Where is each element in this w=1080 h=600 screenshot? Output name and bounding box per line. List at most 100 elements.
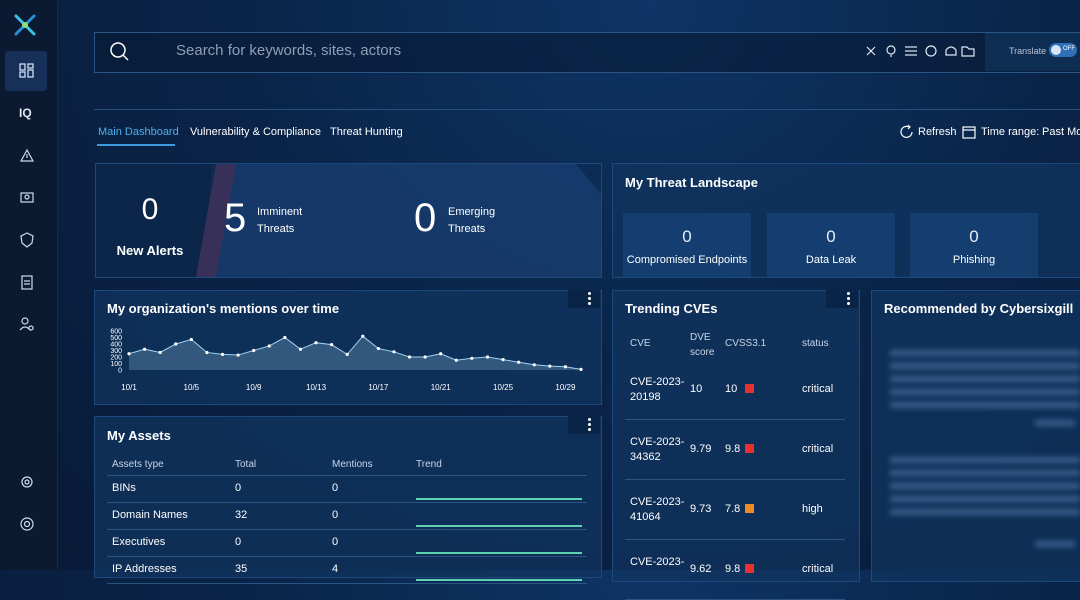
data-point	[127, 352, 131, 356]
y-tick-label: 400	[110, 342, 122, 349]
y-tick-label: 300	[110, 348, 122, 355]
cell: 0	[332, 509, 339, 521]
x-tick-label: 10/25	[493, 383, 514, 392]
data-point	[501, 358, 505, 362]
data-point	[142, 347, 147, 351]
data-point	[298, 347, 303, 351]
sidebar: IQ	[0, 0, 58, 570]
y-tick-label: 200	[110, 355, 122, 362]
emerging-count: 0	[414, 196, 437, 240]
data-point	[174, 342, 178, 346]
card-title: Trending CVEs	[625, 301, 718, 316]
column-header: Total	[235, 459, 257, 470]
tab-active[interactable]: Main Dashboard	[98, 126, 179, 138]
search-icon	[110, 42, 129, 61]
cell: 0	[332, 536, 339, 548]
y-tick-label: 600	[110, 329, 122, 336]
cve-id: CVE-2023-20198	[630, 376, 685, 403]
time-range-value[interactable]: Past Mo	[1042, 126, 1080, 138]
tile-label: Data Leak	[805, 254, 857, 266]
time-range-label: Time range:	[981, 126, 1040, 138]
divider	[94, 109, 1080, 110]
x-tick-label: 10/1	[121, 383, 137, 392]
mentions-card	[94, 290, 602, 405]
data-point	[236, 353, 240, 357]
tab[interactable]: Vulnerability & Compliance	[190, 126, 322, 138]
x-tick-label: 10/29	[555, 383, 576, 392]
cell: 0	[235, 482, 242, 494]
menu-button[interactable]	[847, 292, 850, 295]
x-tick-label: 10/21	[431, 383, 452, 392]
new-alerts-label: New Alerts	[116, 243, 184, 258]
y-tick-label: 0	[118, 368, 122, 375]
data-point	[283, 335, 287, 340]
cell: 32	[235, 509, 248, 521]
nav-iq[interactable]: IQ	[19, 106, 32, 120]
data-point	[314, 341, 318, 345]
severity-indicator	[745, 564, 754, 573]
data-point	[392, 350, 396, 354]
recommended-card	[871, 290, 1080, 582]
card-title: My Threat Landscape	[625, 175, 758, 190]
data-point	[345, 352, 349, 356]
data-point	[330, 343, 334, 347]
column-header: Assets type	[112, 459, 164, 470]
data-point	[158, 350, 162, 355]
logo	[14, 14, 36, 36]
row-separator	[107, 475, 587, 476]
column-header: status	[802, 338, 829, 349]
data-point	[532, 363, 536, 367]
cvss-score: 9.8	[725, 443, 741, 455]
cell: IP Addresses	[112, 563, 177, 575]
data-point	[423, 355, 427, 359]
alerts-card	[95, 163, 602, 278]
search-bar[interactable]	[94, 32, 1080, 73]
menu-button[interactable]	[588, 418, 591, 421]
toggle-label: OFF	[1063, 46, 1075, 52]
menu-tab	[568, 290, 600, 308]
data-point	[252, 348, 256, 353]
data-point	[517, 360, 521, 364]
tile-value: 0	[682, 227, 692, 246]
imminent-count: 5	[224, 196, 247, 240]
cell: 0	[332, 482, 339, 494]
menu-button[interactable]	[588, 292, 591, 295]
cell: Executives	[112, 536, 166, 548]
mentions-area	[129, 336, 581, 370]
tile-value: 0	[826, 227, 836, 246]
cvss-score: 10	[725, 383, 738, 395]
severity-indicator	[745, 384, 754, 393]
dve-score: 9.73	[690, 503, 712, 515]
translate-toggle[interactable]: OFF	[1049, 43, 1077, 57]
tile-label: Compromised Endpoints	[626, 254, 748, 266]
search-placeholder[interactable]: Search for keywords, sites, actors	[176, 42, 402, 59]
trend-line	[416, 579, 582, 581]
tile: 0 Data Leak	[767, 213, 895, 277]
refresh-button[interactable]: Refresh	[918, 126, 957, 138]
cve-id: CVE-2023-	[630, 556, 685, 568]
card-title: My Assets	[107, 428, 171, 443]
cve-id: CVE-2023-34362	[630, 436, 685, 463]
menu-tab	[826, 290, 858, 308]
nav-dashboard[interactable]	[5, 51, 47, 91]
row-separator	[625, 539, 845, 540]
data-point	[376, 346, 380, 351]
imminent-label: Imminent Threats	[257, 206, 303, 235]
status: high	[802, 503, 823, 515]
data-point	[548, 364, 552, 368]
data-point	[579, 367, 583, 371]
data-point	[267, 344, 271, 348]
data-point	[563, 365, 568, 369]
column-header: Trend	[416, 459, 442, 470]
translate-label: Translate	[1009, 46, 1047, 56]
y-tick-label: 100	[110, 361, 122, 368]
data-point	[189, 337, 193, 342]
dve-score: 10	[690, 383, 703, 395]
x-tick-label: 10/9	[246, 383, 262, 392]
column-header: Mentions	[332, 459, 373, 470]
data-point	[220, 352, 225, 356]
data-point	[485, 355, 490, 359]
tab[interactable]: Threat Hunting	[330, 126, 403, 138]
cell: Domain Names	[112, 509, 188, 521]
